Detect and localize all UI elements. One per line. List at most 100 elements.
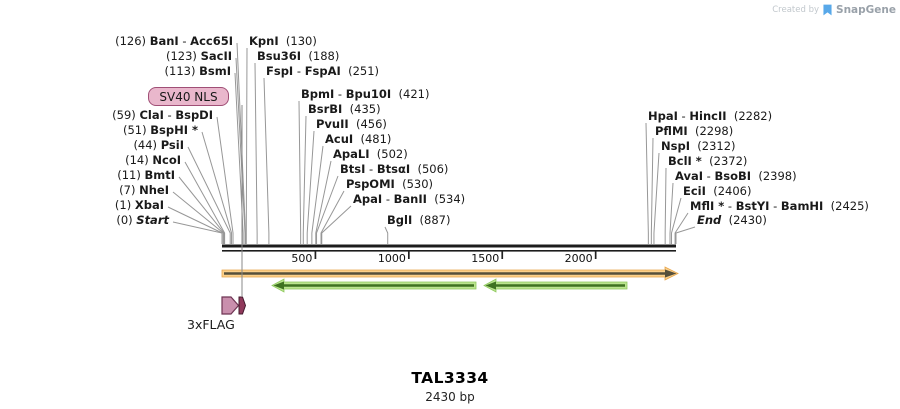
- label-text: (421): [391, 86, 430, 101]
- label-text: (506): [410, 161, 449, 176]
- leader-apali: [315, 160, 332, 244]
- leader-acui: [311, 145, 324, 244]
- label-text: AcuI: [325, 131, 354, 146]
- label-text: -: [677, 108, 690, 123]
- label-text: BspDI: [175, 107, 213, 122]
- label-text: NspI: [661, 138, 690, 153]
- label-text: PvuII: [316, 116, 349, 131]
- label-text: (1): [114, 197, 135, 212]
- leader-nhei: [172, 191, 224, 244]
- label-text: Start: [136, 212, 169, 227]
- leader-hpai-hincii: [645, 122, 649, 244]
- 3xflag-label: 3xFLAG: [187, 317, 235, 332]
- label-text: BsrBI: [308, 101, 343, 116]
- construct-name: TAL3334: [411, 369, 489, 387]
- label-text: -: [724, 198, 736, 213]
- label-text: (2430): [721, 212, 767, 227]
- site-label-hpai-hincii: HpaI - HincII (2282): [648, 108, 772, 123]
- label-text: (2406): [705, 183, 752, 198]
- label-text: EciI: [683, 183, 706, 198]
- label-text: -: [334, 86, 346, 101]
- label-text: (188): [301, 48, 340, 63]
- site-label-bsmi: (113) BsmI: [164, 63, 231, 78]
- site-label-bmti: (11) BmtI: [117, 167, 175, 182]
- site-label-start: (0) Start: [116, 212, 169, 227]
- site-label-kpni: KpnI (130): [249, 35, 317, 48]
- label-text: -: [163, 107, 176, 122]
- label-text: SacII: [200, 48, 232, 63]
- site-label-bpmi-bpu10i: BpmI - Bpu10I (421): [301, 86, 430, 101]
- label-text: -: [293, 63, 305, 78]
- label-text: BstYI: [735, 198, 770, 213]
- label-text: BsoBI: [714, 168, 752, 183]
- site-label-sacii: (123) SacII: [165, 48, 232, 63]
- leader-clai-bspdi: [216, 116, 234, 244]
- site-label-pflmi: PflMI (2298): [655, 123, 734, 138]
- reverse-arrow-2-head: [485, 281, 496, 290]
- site-label-bcli: BclI * (2372): [668, 153, 747, 168]
- label-text: (2298): [687, 123, 734, 138]
- label-text: BmtI: [144, 167, 175, 182]
- watermark-brand: SnapGene: [836, 4, 896, 16]
- label-text: (113): [164, 63, 200, 78]
- 3xflag-feature-arrow: [221, 296, 240, 315]
- leader-btsi-bts-i: [316, 175, 339, 244]
- leader-start: [172, 221, 223, 244]
- site-label-bsphi: (51) BspHI *: [122, 122, 198, 137]
- label-text: (14): [125, 152, 153, 167]
- label-text: Bsu36I: [257, 48, 302, 63]
- leader-bani-acc65i: [236, 42, 247, 244]
- leader-avai-bsobi: [669, 182, 674, 244]
- leader-fspi-fspai: [263, 77, 270, 244]
- leader-pflmi: [650, 137, 654, 244]
- label-text: MflI *: [690, 198, 725, 213]
- label-text: (2398): [751, 168, 797, 183]
- label-text: (456): [348, 116, 387, 131]
- leader-pvuii: [306, 130, 315, 244]
- construct-length: 2430 bp: [425, 390, 475, 404]
- label-text: NheI: [139, 182, 169, 197]
- label-text: (0): [116, 212, 137, 227]
- label-text: BclI *: [668, 153, 702, 168]
- leader-nspi: [653, 152, 660, 244]
- leader-apai-banii: [321, 205, 352, 244]
- label-text: ApaLI: [333, 146, 370, 161]
- label-text: -: [178, 33, 191, 48]
- leader-ncoi: [184, 161, 226, 244]
- label-text: -: [769, 198, 781, 213]
- label-text: BpmI: [301, 86, 335, 101]
- label-text: (502): [369, 146, 408, 161]
- site-label-apali: ApaLI (502): [333, 146, 408, 161]
- label-text: BtsI: [340, 161, 366, 176]
- label-text: BglI: [387, 212, 413, 227]
- site-label-bsrbi: BsrBI (435): [308, 101, 381, 116]
- map-line-bottom: [222, 250, 676, 252]
- sv40-nls-label-box: SV40 NLS: [148, 87, 229, 106]
- ruler-label-2000: 2000: [565, 252, 593, 265]
- site-label-bgli: BglI (887): [387, 212, 451, 227]
- label-text: NcoI: [152, 152, 181, 167]
- label-text: End: [697, 212, 722, 227]
- label-text: HincII: [689, 108, 727, 123]
- label-text: (11): [117, 167, 145, 182]
- label-text: FspI: [266, 63, 294, 78]
- ruler-label-1000: 1000: [378, 252, 406, 265]
- label-text: BspHI *: [150, 122, 198, 137]
- site-label-fspi-fspai: FspI - FspAI (251): [266, 63, 379, 78]
- leader-bsphi: [201, 131, 233, 244]
- title-block: TAL3334 2430 bp: [0, 369, 900, 404]
- site-label-ecii: EciI (2406): [683, 183, 752, 198]
- site-label-btsi-bts-i: BtsI - BtsαI (506): [340, 161, 449, 176]
- reverse-arrow-1-head: [273, 281, 284, 290]
- label-text: (887): [412, 212, 451, 227]
- leader-mfli-bstyi-bamhi: [674, 212, 689, 244]
- label-text: (123): [165, 48, 201, 63]
- label-text: BanII: [393, 191, 427, 206]
- site-label-mfli-bstyi-bamhi: MflI * - BstYI - BamHI (2425): [690, 198, 869, 213]
- site-label-nspi: NspI (2312): [661, 138, 736, 153]
- leader-kpni: [245, 47, 248, 244]
- label-text: AvaI: [675, 168, 704, 183]
- leader-bgli: [384, 226, 389, 244]
- label-text: (51): [122, 122, 151, 137]
